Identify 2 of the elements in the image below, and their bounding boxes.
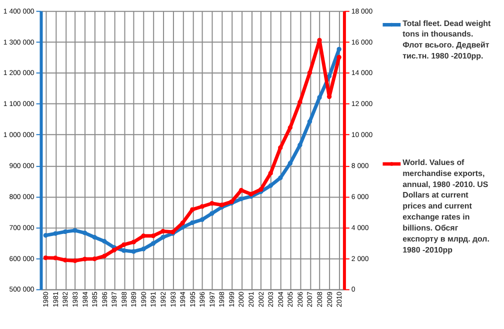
legend-label: Total fleet. Dead weight tons in thousands. Флот всього. Дедвейт тис.тн. 1980 -2010рр. [402,18,492,61]
text: World. Values of merchandise exports, annual, 1980 -2010. US Dollars at current prices and current exchange rates in billions. Обсяг експорту в млрд. дол. 1980 -2010рр [402,158,490,254]
